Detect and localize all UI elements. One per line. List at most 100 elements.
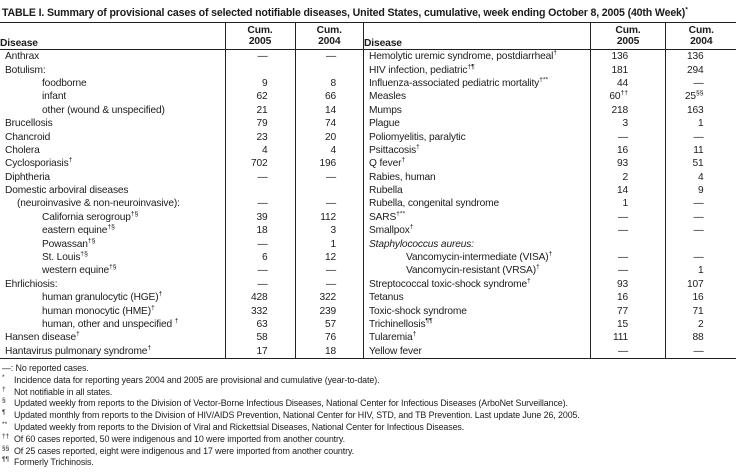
- table-row: Q fever† 93 51: [363, 157, 736, 171]
- footnote-text: Not notifiable in all states.: [14, 386, 113, 397]
- cum-2004-value: —: [693, 211, 704, 223]
- cum-2005-value-cell: 60††: [590, 90, 666, 104]
- disease-cell: Q fever†: [363, 157, 591, 171]
- disease-label: Anthrax: [5, 51, 40, 63]
- cum-2004-value-cell: —: [294, 170, 363, 184]
- footnote-marker: †**: [396, 210, 406, 218]
- disease-cell: (neuroinvasive & non-neuroinvasive):: [0, 197, 225, 210]
- disease-cell: St. Louis†§: [0, 251, 225, 264]
- cum-2005-value-cell: —: [590, 264, 666, 278]
- table-row: Influenza-associated pediatric mortality…: [363, 76, 736, 91]
- cum-2004-value-cell: 294: [665, 63, 736, 77]
- footnote-line: ¶¶ Formerly Trichinosis.: [2, 456, 94, 468]
- cum-2004-value-cell: 76: [294, 331, 363, 345]
- cum-2005-value: 1: [622, 198, 628, 210]
- cum-2004-value: 11: [693, 144, 704, 156]
- disease-cell: Brucellosis: [0, 117, 225, 130]
- footnote-text: Updated weekly from reports to the Divis…: [14, 421, 465, 432]
- disease-cell: Powassan†§: [0, 237, 225, 250]
- cum-2004-value: —: [693, 345, 704, 357]
- cum-2005-value: 39: [256, 211, 268, 223]
- table-row: Ehrlichiosis: — —: [0, 277, 363, 292]
- table-row: Poliomyelitis, paralytic — —: [363, 130, 736, 144]
- cum-2004-value-cell: —: [294, 197, 363, 211]
- disease-label: Cyclosporiasis: [5, 158, 69, 170]
- table-row: Staphylococcus aureus:: [363, 237, 736, 251]
- footnote-line: —: No reported cases.: [1, 363, 736, 375]
- cum-2004-value-cell: —: [665, 344, 736, 358]
- cum-2005-value-cell: 63: [224, 317, 295, 332]
- footnote-marker: †: [553, 49, 558, 57]
- cum-2004-value: —: [325, 198, 336, 210]
- cum-2005-value-cell: 6: [224, 250, 295, 265]
- table-row: Cholera 4 4: [0, 143, 363, 158]
- cum-2005-value: 23: [256, 131, 268, 143]
- table-row: Hansen disease† 58 76: [0, 331, 363, 345]
- cum-2004-value-cell: 8: [294, 76, 363, 91]
- disease-cell: Diphtheria: [0, 171, 225, 184]
- cum-2004-value: 107: [686, 278, 704, 290]
- table-row: western equine†§ — —: [0, 264, 363, 278]
- footnote-line: § Updated weekly from reports to the Divi…: [2, 397, 568, 409]
- cum-2005-value: —: [617, 225, 628, 237]
- cum-2005-value-cell: 58: [224, 331, 295, 345]
- cum-2005-value-cell: 93: [590, 277, 666, 292]
- header-row: Disease Cum. 2005 Cum. 2004: [0, 23, 363, 50]
- cum-2005-value-cell: —: [224, 264, 295, 278]
- disease-cell: Rabies, human: [363, 170, 591, 184]
- footnote-marker: †§: [130, 210, 139, 218]
- disease-cell: California serogroup†§: [0, 211, 225, 224]
- table-row: Mumps 218 163: [363, 103, 736, 117]
- footnote-line: ¶ Updated monthly from reports to the Div…: [2, 409, 580, 421]
- footnote-marker: †: [409, 224, 414, 231]
- footnote-marker: †¶: [467, 63, 475, 71]
- disease-cell: Plague: [363, 116, 591, 131]
- cum-2004-value-cell: 12: [294, 250, 363, 265]
- cum-2005-value-cell: 18: [224, 224, 295, 238]
- disease-label: Streptococcal toxic-shock syndrome: [369, 278, 527, 290]
- cum-2005-value: —: [617, 265, 628, 277]
- table-title-text: TABLE I. Summary of provisional cases of…: [2, 7, 686, 19]
- cum-2005-value-cell: 21: [224, 103, 295, 117]
- cum-2005-value: 44: [616, 77, 628, 89]
- table-body-right: Hemolytic uremic syndrome, postdiarrheal…: [363, 49, 736, 358]
- cum-2005-value: 17: [256, 345, 268, 357]
- disease-cell: human, other and unspecified †: [0, 318, 225, 331]
- cum-2004-value: 25: [684, 91, 696, 103]
- header-row: Disease Cum. 2005 Cum. 2004: [363, 23, 736, 50]
- col-header-disease-left: Disease: [0, 23, 225, 50]
- cum-2004-value-cell: —: [665, 197, 736, 211]
- cum-2005-value: —: [257, 171, 268, 183]
- disease-label: Brucellosis: [5, 118, 53, 130]
- cum-2004-value: 88: [692, 332, 704, 344]
- cum-2004-value-cell: 1: [665, 116, 736, 131]
- cum-2004-value: —: [325, 171, 336, 183]
- cum-2005-value-cell: 3: [590, 116, 666, 131]
- footnote-marker: †§: [109, 264, 117, 272]
- cum-2004-value: 66: [324, 91, 336, 103]
- disease-cell: Cyclosporiasis†: [0, 157, 225, 170]
- table-row: California serogroup†§ 39 112: [0, 210, 363, 225]
- disease-cell: Measles: [363, 90, 591, 104]
- cum-label: Cum.: [615, 25, 641, 36]
- table-row: Plague 3 1: [363, 116, 736, 131]
- cum-2005-value: 62: [256, 91, 268, 103]
- table-row: Toxic-shock syndrome 77 71: [363, 304, 736, 318]
- cum-2005-value-cell: 77: [590, 304, 666, 318]
- cum-2005-value-cell: 111: [590, 331, 666, 345]
- table-row: Rubella 14 9: [363, 183, 736, 198]
- cum-2005-value: —: [257, 278, 268, 290]
- disease-cell: Botulism:: [0, 63, 225, 76]
- footnote-marker: †: [174, 317, 179, 325]
- footnote-marker: †**: [539, 76, 549, 84]
- footnote-marker: †: [416, 143, 420, 151]
- table-row: Smallpox† — —: [363, 224, 736, 238]
- cum-2005-value: 18: [256, 225, 268, 237]
- cum-2004-value-cell: —: [294, 264, 363, 278]
- year-label: 2004: [690, 36, 713, 47]
- disease-label: foodborne: [42, 77, 87, 89]
- footnote-marker: †: [548, 250, 553, 258]
- cum-2004-value-cell: 25§§: [665, 90, 736, 104]
- footnote-marker: §§: [695, 90, 704, 97]
- cum-2005-value-cell: 15: [590, 317, 666, 332]
